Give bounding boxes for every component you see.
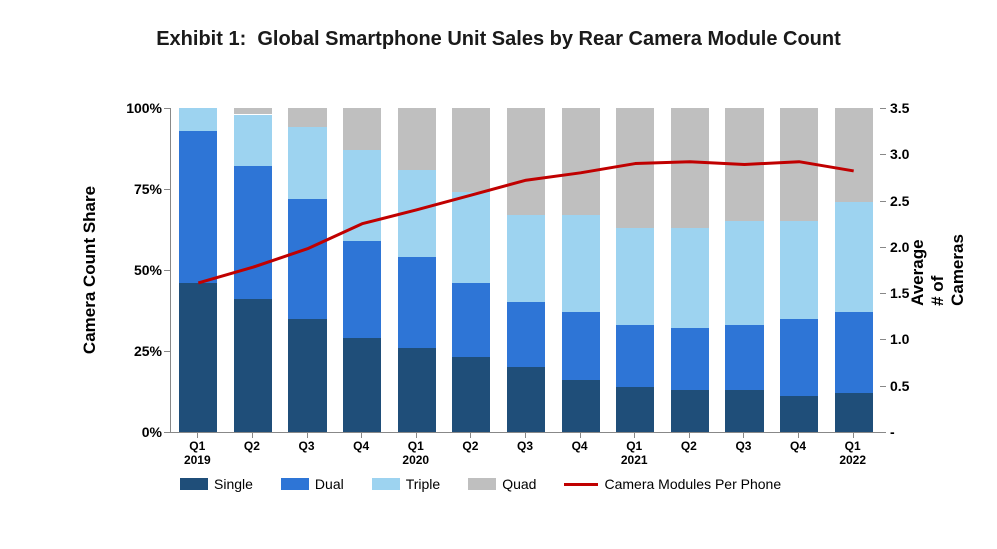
- legend-item: Single: [180, 476, 253, 492]
- legend-label: Quad: [502, 476, 536, 492]
- plot-area: [170, 108, 881, 433]
- x-tick: Q2: [462, 440, 478, 454]
- legend-label: Triple: [406, 476, 441, 492]
- x-tick: Q3: [517, 440, 533, 454]
- chart-container: Exhibit 1: Global Smartphone Unit Sales …: [0, 0, 997, 549]
- y-right-tick: 1.5: [890, 286, 909, 300]
- y-right-tick: -: [890, 425, 895, 439]
- legend-item: Dual: [281, 476, 344, 492]
- line-layer: [171, 108, 881, 432]
- y-left-axis-label: Camera Count Share: [80, 186, 100, 354]
- x-tick: Q1 2022: [839, 440, 866, 468]
- legend-label: Single: [214, 476, 253, 492]
- legend-box-swatch: [372, 478, 400, 490]
- y-left-tick: 25%: [114, 344, 162, 358]
- y-left-tick: 50%: [114, 263, 162, 277]
- y-right-axis-label: Average # of Cameras: [908, 234, 968, 306]
- line-series: [198, 162, 853, 283]
- legend-box-swatch: [281, 478, 309, 490]
- x-tick: Q1 2019: [184, 440, 211, 468]
- legend-box-swatch: [468, 478, 496, 490]
- y-right-tick: 0.5: [890, 379, 909, 393]
- y-right-tick: 2.5: [890, 194, 909, 208]
- legend-item: Quad: [468, 476, 536, 492]
- x-tick: Q3: [735, 440, 751, 454]
- x-tick: Q4: [790, 440, 806, 454]
- y-right-tick: 2.0: [890, 240, 909, 254]
- x-tick: Q4: [572, 440, 588, 454]
- legend-label: Camera Modules Per Phone: [604, 476, 781, 492]
- x-tick: Q1 2021: [621, 440, 648, 468]
- x-tick: Q1 2020: [402, 440, 429, 468]
- x-tick: Q4: [353, 440, 369, 454]
- y-left-tick: 75%: [114, 182, 162, 196]
- x-tick: Q2: [244, 440, 260, 454]
- chart-title: Exhibit 1: Global Smartphone Unit Sales …: [0, 0, 997, 51]
- legend-box-swatch: [180, 478, 208, 490]
- y-right-tick: 3.5: [890, 101, 909, 115]
- legend-line-swatch: [564, 483, 598, 486]
- x-tick: Q3: [299, 440, 315, 454]
- legend-label: Dual: [315, 476, 344, 492]
- legend-item: Triple: [372, 476, 441, 492]
- y-left-tick: 0%: [114, 425, 162, 439]
- x-tick: Q2: [681, 440, 697, 454]
- legend-item: Camera Modules Per Phone: [564, 476, 781, 492]
- legend: Single Dual Triple Quad Camera Modules Per P…: [180, 476, 781, 492]
- y-right-tick: 3.0: [890, 147, 909, 161]
- y-right-tick: 1.0: [890, 332, 909, 346]
- y-left-tick: 100%: [114, 101, 162, 115]
